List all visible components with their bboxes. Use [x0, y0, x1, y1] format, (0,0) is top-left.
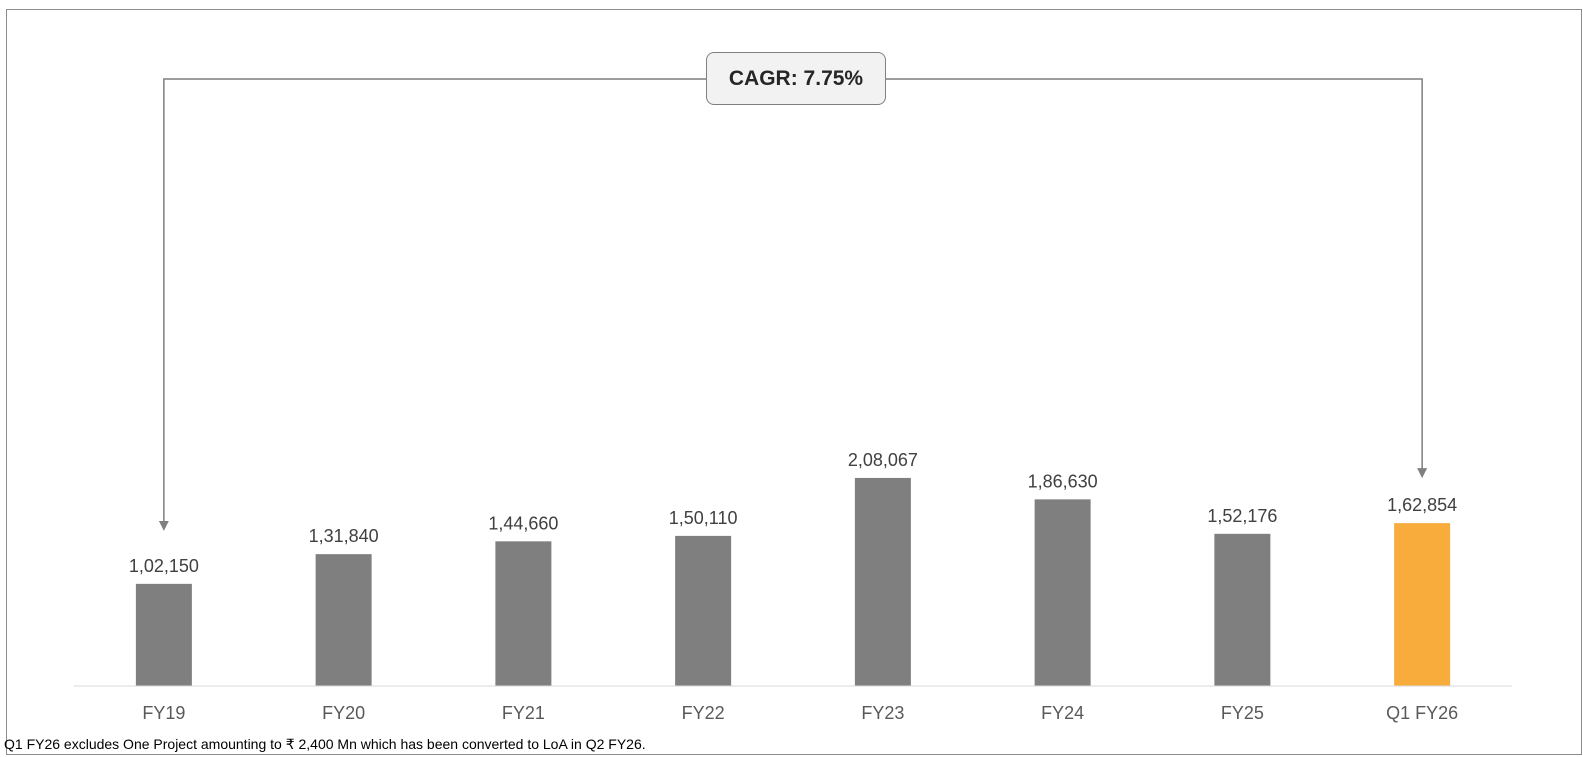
cagr-bracket	[158, 78, 1428, 531]
value-label: 1,86,630	[1028, 471, 1098, 491]
bar-fy23	[854, 477, 911, 686]
bar-fy21	[495, 541, 552, 686]
bar-fy24	[1034, 499, 1091, 686]
bar-fy22	[675, 535, 732, 686]
footnote: Q1 FY26 excludes One Project amounting t…	[4, 736, 646, 752]
value-label: 1,02,150	[129, 556, 199, 576]
x-tick-label: FY24	[1041, 703, 1084, 723]
chart-frame	[6, 9, 1582, 755]
bars-group: 1,02,150 FY19 1,31,840 FY20 1,44,660 FY21 1,50…	[129, 450, 1458, 723]
bar-fy25	[1214, 533, 1271, 686]
cagr-annotation-box: CAGR: 7.75%	[706, 52, 886, 105]
value-label: 1,31,840	[309, 526, 379, 546]
value-label: 1,52,176	[1207, 506, 1277, 526]
x-tick-label: FY23	[861, 703, 904, 723]
x-tick-label: Q1 FY26	[1386, 703, 1458, 723]
bar-fy20	[315, 554, 372, 686]
value-label: 1,44,660	[488, 513, 558, 533]
cagr-arrow-left	[158, 78, 706, 531]
x-tick-label: FY19	[142, 703, 185, 723]
value-label: 1,62,854	[1387, 495, 1457, 515]
value-label: 2,08,067	[848, 450, 918, 470]
bar-q1-fy26	[1394, 523, 1451, 686]
x-tick-label: FY25	[1221, 703, 1264, 723]
cagr-arrow-right	[886, 78, 1428, 479]
x-tick-label: FY22	[682, 703, 725, 723]
x-tick-label: FY21	[502, 703, 545, 723]
x-tick-label: FY20	[322, 703, 365, 723]
bar-fy19	[135, 583, 192, 686]
value-label: 1,50,110	[669, 508, 738, 528]
